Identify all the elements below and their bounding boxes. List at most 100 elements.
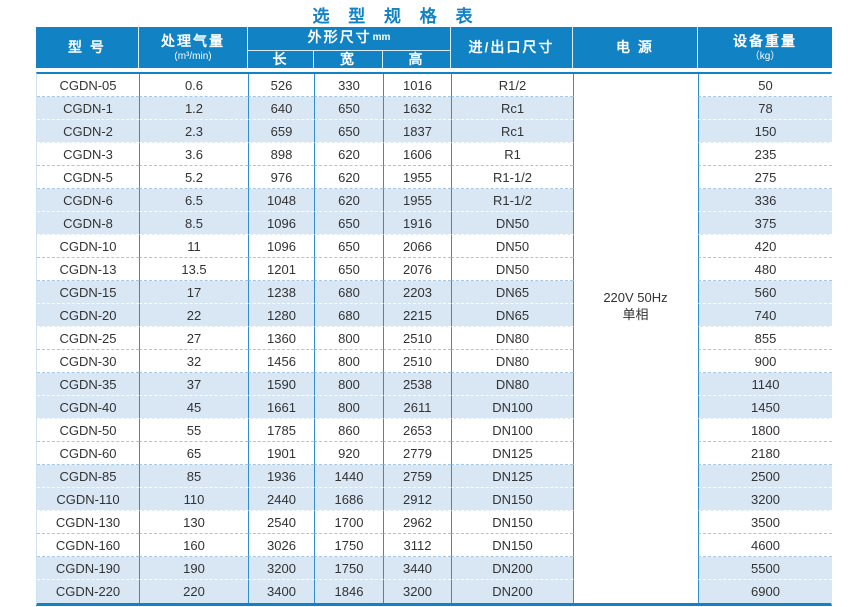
header-inlet-outlet-label: 进/出口尺寸	[468, 39, 555, 55]
power-cell	[573, 465, 698, 488]
height-cell: 1632	[383, 97, 451, 120]
header-length-label: 长	[272, 51, 289, 67]
table-row: CGDN-85 85 1936 1440 2759 DN125 2500	[37, 465, 832, 488]
model-cell: CGDN-5	[37, 166, 139, 189]
port-cell: DN200	[451, 557, 573, 580]
capacity-cell: 22	[139, 304, 248, 327]
port-cell: DN80	[451, 327, 573, 350]
model-cell: CGDN-15	[37, 281, 139, 304]
header-height-label: 高	[408, 51, 425, 67]
length-cell: 1360	[248, 327, 314, 350]
header-inlet-outlet: 进/出口尺寸	[450, 27, 572, 68]
power-cell	[573, 235, 698, 258]
width-cell: 650	[314, 258, 383, 281]
table-row: CGDN-160 160 3026 1750 3112 DN150 4600	[37, 534, 832, 557]
length-cell: 3400	[248, 580, 314, 603]
power-cell	[573, 143, 698, 166]
power-supply-line1: 220V 50Hz	[603, 290, 668, 305]
width-cell: 650	[314, 120, 383, 143]
length-cell: 1096	[248, 212, 314, 235]
width-cell: 1440	[314, 465, 383, 488]
height-cell: 2653	[383, 419, 451, 442]
table-body: 220V 50Hz 单相 CGDN-05 0.6 526 330 1016 R1…	[36, 72, 832, 606]
length-cell: 1590	[248, 373, 314, 396]
page-title: 选 型 规 格 表	[312, 7, 480, 26]
model-cell: CGDN-10	[37, 235, 139, 258]
port-cell: DN100	[451, 419, 573, 442]
height-cell: 1837	[383, 120, 451, 143]
power-cell	[573, 281, 698, 304]
port-cell: DN50	[451, 212, 573, 235]
height-cell: 2203	[383, 281, 451, 304]
model-cell: CGDN-220	[37, 580, 139, 603]
power-cell	[573, 442, 698, 465]
height-cell: 2759	[383, 465, 451, 488]
model-cell: CGDN-160	[37, 534, 139, 557]
power-supply-value: 220V 50Hz 单相	[573, 289, 698, 323]
header-length: 长	[247, 50, 313, 68]
header-dimensions-unit: mm	[372, 31, 391, 43]
header-model-label: 型 号	[68, 39, 106, 55]
table-row: CGDN-220 220 3400 1846 3200 DN200 6900	[37, 580, 832, 603]
table-row: CGDN-20 22 1280 680 2215 DN65 740	[37, 304, 832, 327]
length-cell: 1661	[248, 396, 314, 419]
length-cell: 2440	[248, 488, 314, 511]
port-cell: DN200	[451, 580, 573, 603]
power-cell	[573, 212, 698, 235]
port-cell: DN125	[451, 442, 573, 465]
power-cell	[573, 120, 698, 143]
width-cell: 1750	[314, 557, 383, 580]
capacity-cell: 220	[139, 580, 248, 603]
power-cell	[573, 580, 698, 603]
height-cell: 2066	[383, 235, 451, 258]
width-cell: 650	[314, 212, 383, 235]
weight-cell: 420	[698, 235, 832, 258]
table-row: CGDN-8 8.5 1096 650 1916 DN50 375	[37, 212, 832, 235]
height-cell: 2779	[383, 442, 451, 465]
port-cell: DN150	[451, 511, 573, 534]
capacity-cell: 27	[139, 327, 248, 350]
model-cell: CGDN-25	[37, 327, 139, 350]
port-cell: DN125	[451, 465, 573, 488]
weight-cell: 560	[698, 281, 832, 304]
power-cell	[573, 258, 698, 281]
port-cell: Rc1	[451, 97, 573, 120]
port-cell: DN150	[451, 534, 573, 557]
model-cell: CGDN-85	[37, 465, 139, 488]
port-cell: Rc1	[451, 120, 573, 143]
width-cell: 920	[314, 442, 383, 465]
model-cell: CGDN-13	[37, 258, 139, 281]
length-cell: 1201	[248, 258, 314, 281]
table-row: CGDN-25 27 1360 800 2510 DN80 855	[37, 327, 832, 350]
model-cell: CGDN-20	[37, 304, 139, 327]
length-cell: 640	[248, 97, 314, 120]
table-row: CGDN-5 5.2 976 620 1955 R1-1/2 275	[37, 166, 832, 189]
model-cell: CGDN-190	[37, 557, 139, 580]
length-cell: 1901	[248, 442, 314, 465]
width-cell: 800	[314, 350, 383, 373]
width-cell: 1846	[314, 580, 383, 603]
height-cell: 1955	[383, 166, 451, 189]
capacity-cell: 11	[139, 235, 248, 258]
capacity-cell: 6.5	[139, 189, 248, 212]
port-cell: R1/2	[451, 74, 573, 97]
power-supply-line2: 单相	[622, 307, 649, 322]
power-cell	[573, 534, 698, 557]
length-cell: 526	[248, 74, 314, 97]
table-row: CGDN-1 1.2 640 650 1632 Rc1 78	[37, 97, 832, 120]
width-cell: 1686	[314, 488, 383, 511]
port-cell: R1	[451, 143, 573, 166]
weight-cell: 150	[698, 120, 832, 143]
width-cell: 650	[314, 97, 383, 120]
width-cell: 680	[314, 304, 383, 327]
weight-cell: 480	[698, 258, 832, 281]
weight-cell: 855	[698, 327, 832, 350]
capacity-cell: 1.2	[139, 97, 248, 120]
weight-cell: 1800	[698, 419, 832, 442]
weight-cell: 3200	[698, 488, 832, 511]
header-weight-unit: （kg）	[749, 50, 781, 62]
table-row: CGDN-110 110 2440 1686 2912 DN150 3200	[37, 488, 832, 511]
model-cell: CGDN-110	[37, 488, 139, 511]
power-cell	[573, 419, 698, 442]
weight-cell: 1450	[698, 396, 832, 419]
